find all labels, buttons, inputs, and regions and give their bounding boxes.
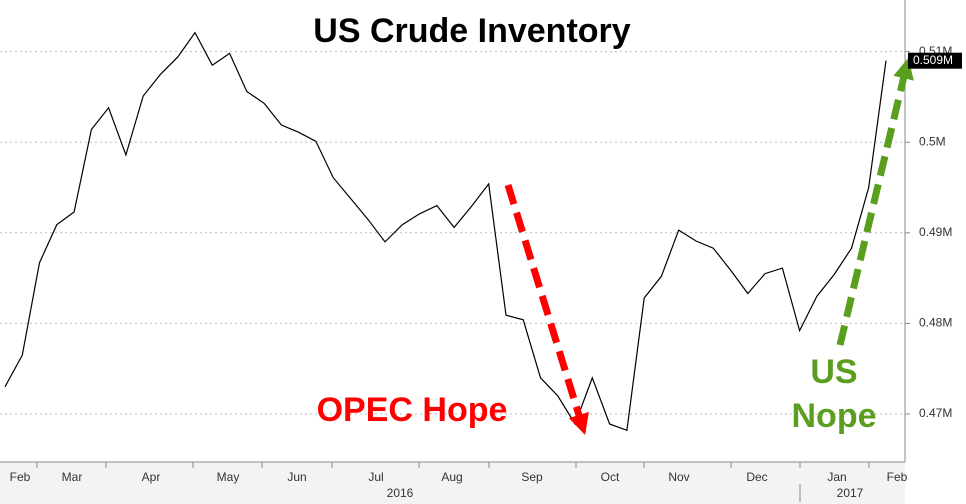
x-tick-label: Apr — [142, 470, 161, 484]
y-tick-label: 0.48M — [919, 316, 952, 330]
x-axis-band — [0, 462, 905, 504]
last-value-box — [908, 52, 962, 69]
annotation: Nope — [792, 397, 877, 435]
x-tick-label: Sep — [521, 470, 543, 484]
x-tick-label: Jan — [827, 470, 846, 484]
x-tick-label: May — [217, 470, 240, 484]
x-tick-label: Jul — [368, 470, 383, 484]
year-label: 2017 — [837, 486, 864, 500]
x-tick-label: Feb — [10, 470, 31, 484]
last-value-label: 0.509M — [913, 53, 953, 67]
down-arrow — [504, 183, 589, 436]
x-tick-label: Jun — [287, 470, 306, 484]
line — [4, 31, 887, 432]
x-tick-label: Aug — [441, 470, 462, 484]
year-label: 2016 — [387, 486, 414, 500]
y-tick-label: 0.5M — [919, 134, 946, 148]
x-tick-label: Dec — [746, 470, 767, 484]
chart-title: US Crude Inventory — [313, 12, 630, 50]
annotation: US — [810, 353, 857, 391]
x-tick-label: Mar — [62, 470, 83, 484]
y-tick-label: 0.49M — [919, 225, 952, 239]
up-arrow — [836, 57, 914, 346]
x-tick-label: Nov — [668, 470, 689, 484]
x-tick-label: Feb — [887, 470, 908, 484]
x-tick-label: Oct — [601, 470, 620, 484]
annotation: OPEC Hope — [317, 391, 508, 429]
y-tick-label: 0.47M — [919, 406, 952, 420]
